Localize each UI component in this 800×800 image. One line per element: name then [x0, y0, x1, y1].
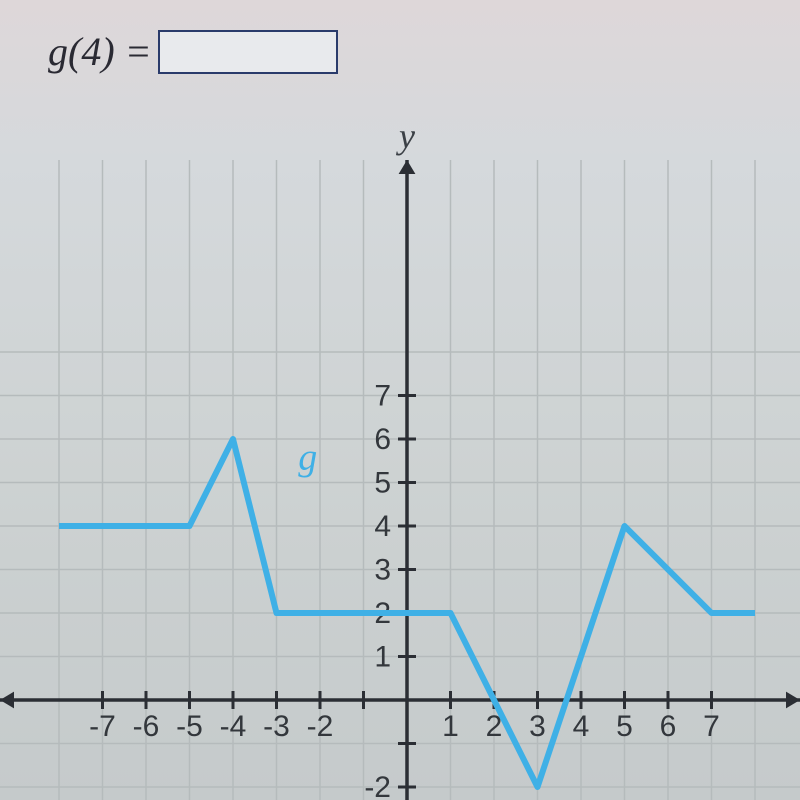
question-lhs: g(4) = — [48, 28, 152, 75]
x-tick-label: 5 — [616, 710, 633, 743]
answer-input[interactable] — [158, 30, 338, 74]
y-tick-label: 1 — [374, 641, 391, 674]
chart-container: -7-6-5-4-3-212345671234567-2-3-4-5-6 g y… — [0, 160, 800, 800]
x-tick-label: -5 — [176, 710, 203, 743]
x-tick-label: 7 — [703, 710, 720, 743]
x-tick-label: 3 — [529, 710, 546, 743]
y-axis-label: y — [396, 116, 415, 156]
x-tick-label: -7 — [89, 710, 116, 743]
x-tick-label: 1 — [442, 710, 459, 743]
question-row: g(4) = — [48, 28, 338, 75]
y-tick-label: 5 — [374, 467, 391, 500]
y-tick-label: 6 — [374, 423, 391, 456]
y-tick-label: 4 — [374, 510, 391, 543]
y-tick-label: -2 — [364, 771, 391, 800]
y-tick-label: 3 — [374, 554, 391, 587]
x-tick-label: 4 — [573, 710, 590, 743]
function-graph: -7-6-5-4-3-212345671234567-2-3-4-5-6 g y… — [0, 160, 800, 800]
x-tick-label: 6 — [660, 710, 677, 743]
x-tick-label: -4 — [220, 710, 247, 743]
y-tick-label: 7 — [374, 380, 391, 413]
x-tick-label: -2 — [307, 710, 334, 743]
page-root: g(4) = -7-6-5-4-3-212345671234567-2-3-4-… — [0, 0, 800, 800]
x-tick-label: -3 — [263, 710, 290, 743]
function-label: g — [298, 436, 317, 478]
x-tick-label: -6 — [133, 710, 160, 743]
